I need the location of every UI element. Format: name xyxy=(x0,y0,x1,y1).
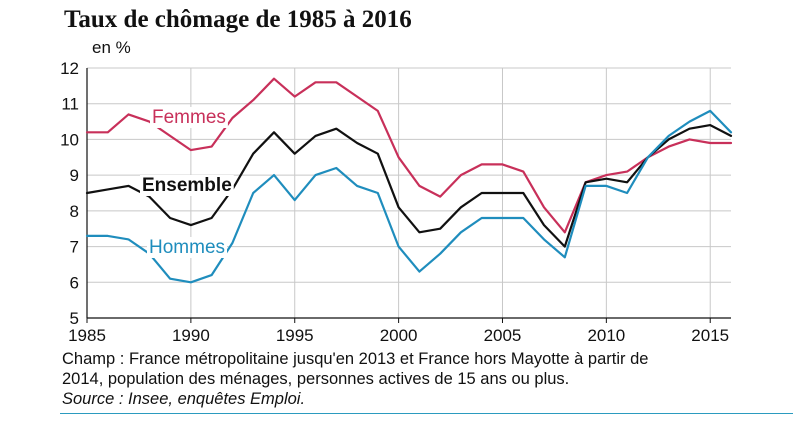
chart-title: Taux de chômage de 1985 à 2016 xyxy=(64,6,412,33)
y-tick-label: 8 xyxy=(70,202,79,221)
series-label-background xyxy=(150,107,228,128)
y-axis-unit-label: en % xyxy=(92,38,131,57)
series-label-femmes: Femmes xyxy=(152,107,226,128)
series-label-hommes: Hommes xyxy=(149,237,225,258)
x-tick-label: 1995 xyxy=(276,326,314,345)
y-tick-label: 7 xyxy=(70,238,79,257)
series-line-femmes xyxy=(85,77,733,234)
y-tick-label: 11 xyxy=(61,95,79,114)
y-tick-label: 5 xyxy=(70,309,79,328)
y-tick-label: 12 xyxy=(60,59,79,78)
series-label-background xyxy=(140,175,234,196)
y-tick-label: 10 xyxy=(60,130,79,149)
footnote-scope-line-2: 2014, population des ménages, personnes … xyxy=(62,370,570,388)
y-tick-label: 6 xyxy=(70,273,79,292)
series-line-ensemble xyxy=(85,123,733,248)
x-tick-label: 2010 xyxy=(587,326,625,345)
bottom-divider xyxy=(60,413,793,414)
x-tick-label: 1990 xyxy=(172,326,210,345)
series-line-hommes xyxy=(85,109,733,284)
series-label-ensemble: Ensemble xyxy=(142,175,232,196)
x-tick-label: 2005 xyxy=(484,326,522,345)
y-tick-label: 9 xyxy=(70,166,79,185)
footnote-source: Source : Insee, enquêtes Emploi. xyxy=(62,390,306,408)
footnote-scope-line-1: Champ : France métropolitaine jusqu'en 2… xyxy=(62,350,649,368)
x-tick-label: 2015 xyxy=(691,326,729,345)
x-tick-label: 2000 xyxy=(380,326,418,345)
x-tick-label: 1985 xyxy=(68,326,106,345)
series-label-background xyxy=(147,237,228,258)
